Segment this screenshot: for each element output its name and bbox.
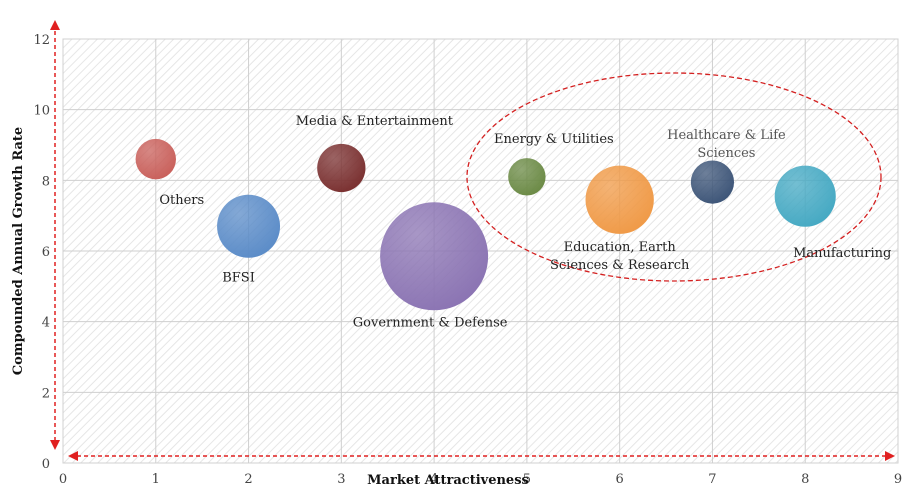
bubble-healthcare-life-sciences: [690, 160, 735, 204]
bubble-label: Healthcare & Life Sciences: [667, 128, 786, 161]
bubble-education-earth-sciences-research: [585, 165, 654, 234]
y-tick-label: 12: [33, 33, 50, 48]
bubble-label: Energy & Utilities: [494, 132, 614, 147]
y-tick-label: 8: [42, 174, 50, 189]
x-tick-label: 7: [708, 472, 716, 487]
y-tick-label: 0: [42, 457, 50, 472]
x-tick-label: 5: [523, 472, 531, 487]
bubble-label: Education, Earth Sciences & Research: [550, 240, 690, 273]
x-axis-title: Market Attractiveness: [367, 473, 529, 488]
y-tick-label: 2: [42, 386, 50, 401]
x-axis-ticks: 0 1 2 3 4 5 6 7 8 9: [59, 472, 902, 487]
bubble-label: BFSI: [222, 270, 255, 285]
x-tick-label: 9: [894, 472, 902, 487]
bubble-label-line: Education, Earth: [564, 240, 677, 255]
bubble-label-line: Healthcare & Life: [667, 128, 786, 143]
x-tick-label: 3: [337, 472, 345, 487]
bubble-energy-utilities: [508, 158, 546, 196]
y-tick-label: 10: [33, 104, 50, 119]
y-tick-label: 4: [42, 316, 50, 331]
bubble-manufacturing: [774, 165, 836, 227]
bubble-label: Manufacturing: [793, 246, 891, 261]
bubble-label-line: Others: [159, 193, 204, 208]
y-tick-label: 6: [42, 245, 50, 260]
bubble-label-line: Media & Entertainment: [296, 114, 454, 129]
y-axis-title: Compounded Annual Growth Rate: [11, 127, 26, 375]
bubble-label: Others: [159, 193, 204, 208]
bubble-label-line: Sciences: [697, 146, 755, 161]
bubble-label-line: Manufacturing: [793, 246, 891, 261]
x-tick-label: 8: [801, 472, 809, 487]
grid-lines: [63, 39, 898, 463]
bubble-label-line: Government & Defense: [353, 315, 508, 330]
x-tick-label: 0: [59, 472, 67, 487]
x-tick-label: 4: [430, 472, 438, 487]
x-tick-label: 6: [616, 472, 624, 487]
bubbles: [135, 138, 836, 311]
bubble-label: Media & Entertainment: [296, 114, 454, 129]
bubble-others: [135, 138, 176, 180]
x-tick-label: 2: [244, 472, 252, 487]
bubble-label-line: Sciences & Research: [550, 258, 690, 273]
bubble-labels: Others BFSI Media & Entertainment Governmen…: [159, 114, 891, 330]
bubble-bfsi: [217, 194, 281, 258]
bubble-media-entertainment: [317, 143, 366, 193]
bubble-label-line: BFSI: [222, 270, 255, 285]
bubble-government-defense: [380, 202, 489, 311]
x-tick-label: 1: [152, 472, 160, 487]
bubble-label: Government & Defense: [353, 315, 508, 330]
highlight-ellipse: [466, 72, 882, 282]
y-axis-ticks: 0 2 4 6 8 10 12: [33, 33, 50, 472]
bubble-label-line: Energy & Utilities: [494, 132, 614, 147]
